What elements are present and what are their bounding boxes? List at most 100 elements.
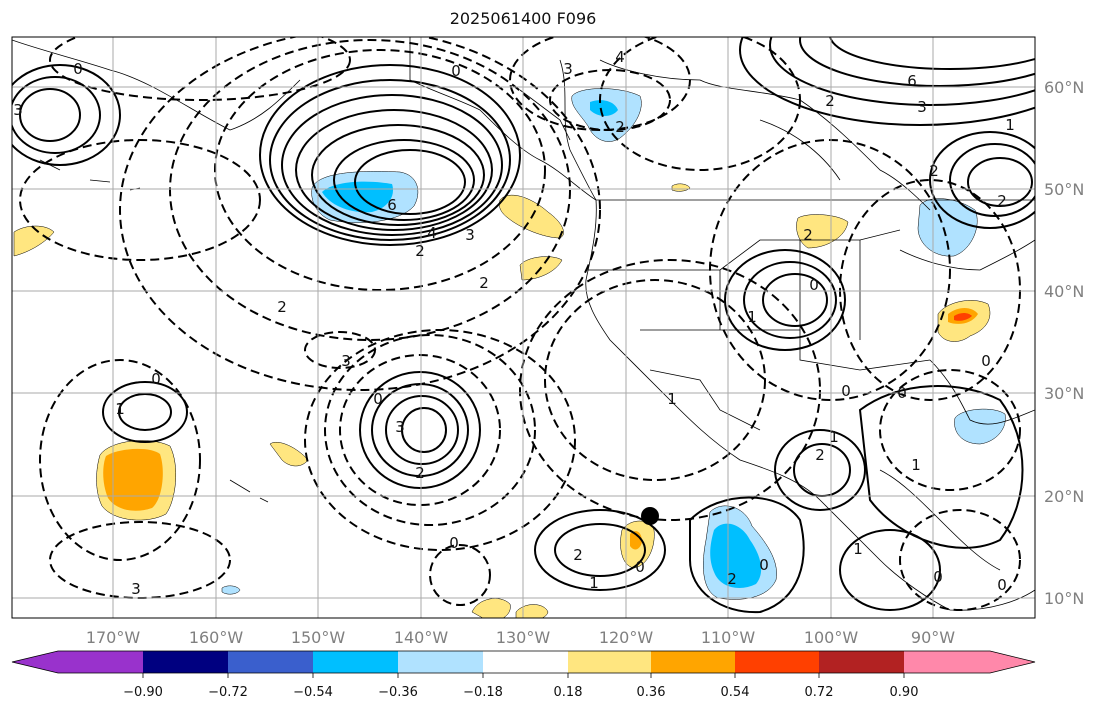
contour-labels: 0 3 0 2 4 3 6 4 3 2 2 6 2 3 1 2 2 3 0 3 [13, 48, 1015, 598]
contour-label: 0 [981, 352, 991, 370]
lat-label: 10°N [1044, 589, 1084, 608]
fill-positive-south1 [471, 598, 511, 618]
lon-labels: 170°W 160°W 150°W 140°W 130°W 120°W 110°… [86, 628, 955, 647]
contour-label: 2 [825, 92, 835, 110]
contour-label: 3 [563, 60, 573, 78]
contour-label: 0 [841, 382, 851, 400]
colorbar-tick-label: 0.72 [805, 685, 834, 700]
contour-label: 1 [829, 428, 839, 446]
contour-label: 2 [415, 464, 425, 482]
fill-negative-small [221, 585, 241, 595]
contour-label: 2 [803, 226, 813, 244]
fill-positive-south2 [515, 604, 549, 618]
contour-label: 4 [615, 48, 625, 66]
lon-label: 120°W [599, 628, 654, 647]
colorbar: −0.90 −0.72 −0.54 −0.36 −0.18 0.18 0.36 … [11, 650, 1036, 700]
colorbar-segment [58, 651, 143, 673]
contour-label: 0 [451, 62, 461, 80]
contour-label: 2 [277, 298, 287, 316]
contour-label: 1 [1005, 116, 1015, 134]
contour-label: 6 [387, 196, 397, 214]
contour-label: 1 [853, 540, 863, 558]
colorbar-tick-label: 0.18 [554, 685, 583, 700]
contours-solid [12, 37, 1035, 614]
contour-label: 0 [449, 534, 459, 552]
fill-negative-canada-core [590, 100, 618, 116]
contour-label: 0 [809, 276, 819, 294]
contour-label: 4 [427, 224, 437, 242]
contour-label: 3 [131, 580, 141, 598]
colorbar-tick-label: −0.90 [123, 685, 163, 700]
lon-label: 150°W [291, 628, 346, 647]
contour-label: 0 [897, 384, 907, 402]
colorbar-tick-label: −0.36 [378, 685, 418, 700]
contour-label: 1 [589, 574, 599, 592]
lon-label: 170°W [86, 628, 141, 647]
lat-label: 30°N [1044, 384, 1084, 403]
contour-label: 2 [415, 242, 425, 260]
lat-label: 50°N [1044, 180, 1084, 199]
contour-label: 3 [341, 352, 351, 370]
colorbar-tick-label: −0.18 [463, 685, 503, 700]
colorbar-segment [143, 651, 228, 673]
colorbar-segment [228, 651, 313, 673]
fill-positive-ohio-hot [954, 313, 972, 321]
lon-label: 140°W [394, 628, 449, 647]
contour-label: 2 [573, 546, 583, 564]
contour-label: 2 [929, 162, 939, 180]
contour-label: 0 [73, 60, 83, 78]
contour-label: 1 [667, 390, 677, 408]
colorbar-tick-label: 0.54 [721, 685, 750, 700]
fill-positive-west [13, 225, 55, 257]
colorbar-segment [904, 651, 990, 673]
contour-label: 1 [911, 456, 921, 474]
colorbar-segment [651, 651, 735, 673]
colorbar-tick-label: 0.90 [890, 685, 919, 700]
fill-negative-gulf [954, 408, 1006, 445]
colorbar-extend-low [12, 651, 58, 673]
contour-label: 0 [151, 370, 161, 388]
lon-label: 130°W [496, 628, 551, 647]
colorbar-segment [819, 651, 904, 673]
lon-label: 100°W [804, 628, 859, 647]
colorbar-tick-label: 0.36 [637, 685, 666, 700]
colorbar-segment [483, 651, 568, 673]
colorbar-segment [313, 651, 398, 673]
lon-label: 90°W [911, 628, 955, 647]
contour-label: 0 [997, 576, 1007, 594]
graticule [12, 37, 1035, 618]
lat-label: 60°N [1044, 78, 1084, 97]
fill-positive-hawaii-core [103, 448, 163, 511]
contour-label: 2 [727, 570, 737, 588]
contour-label: 0 [373, 390, 383, 408]
lon-label: 110°W [701, 628, 756, 647]
contour-label: 2 [615, 118, 625, 136]
colorbar-tick-label: −0.72 [208, 685, 248, 700]
map-title: 2025061400 F096 [449, 9, 597, 28]
colorbar-extend-high [990, 651, 1035, 673]
map-panel: 0 3 0 2 4 3 6 4 3 2 2 6 2 3 1 2 2 3 0 3 [11, 36, 1036, 619]
contour-label: 3 [917, 98, 927, 116]
contour-label: 1 [115, 400, 125, 418]
colorbar-segment [568, 651, 651, 673]
fill-negative-epac-core [710, 523, 762, 588]
colorbar-segment [735, 651, 819, 673]
contour-label: 2 [997, 192, 1007, 210]
colorbar-segment [398, 651, 483, 673]
lat-labels: 60°N 50°N 40°N 30°N 20°N 10°N [1044, 78, 1084, 608]
lat-label: 40°N [1044, 282, 1084, 301]
contour-label: 0 [759, 556, 769, 574]
contour-label: 2 [815, 446, 825, 464]
contour-label: 3 [395, 418, 405, 436]
contour-label: 1 [747, 308, 757, 326]
contour-label: 3 [465, 226, 475, 244]
contour-label: 6 [907, 72, 917, 90]
contour-label: 0 [635, 558, 645, 576]
lat-label: 20°N [1044, 487, 1084, 506]
contour-label: 3 [13, 101, 23, 119]
colorbar-tick-label: −0.54 [293, 685, 333, 700]
position-marker [641, 507, 659, 525]
contour-label: 2 [479, 274, 489, 292]
contour-label: 0 [933, 568, 943, 586]
